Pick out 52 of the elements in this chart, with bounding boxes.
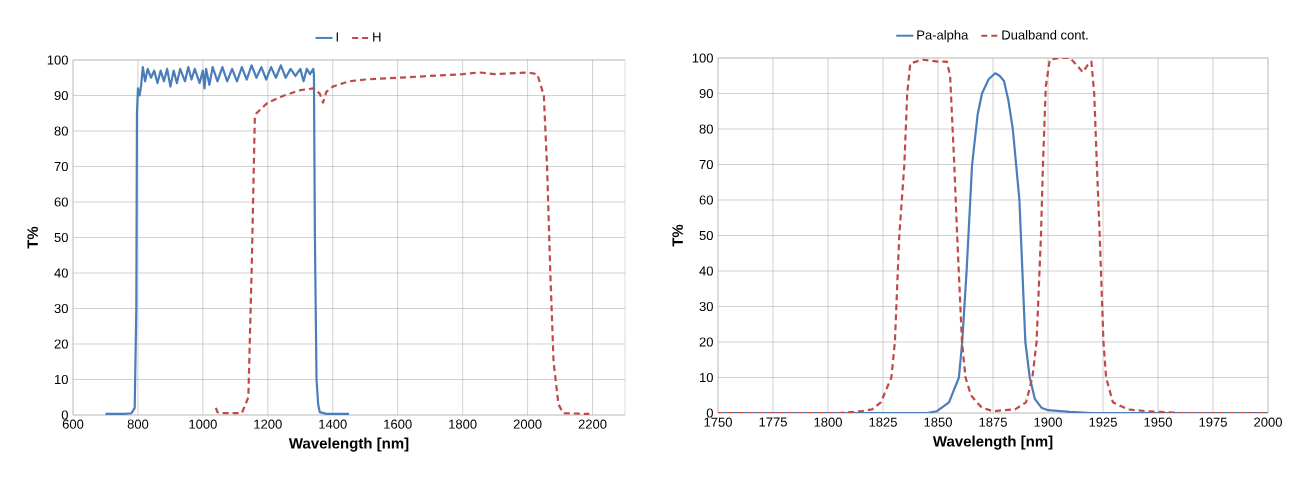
x-axis-title: Wavelength [nm] [288,437,409,452]
y-tick-label: 10 [54,374,68,385]
x-tick-label: 1900 [1034,417,1062,427]
line-series [104,64,351,415]
y-tick-label: 60 [699,195,713,205]
y-tick-label: 80 [699,124,713,134]
y-axis-title: T% [672,224,683,247]
x-tick-label: 1825 [869,417,897,427]
x-tick-label: 1875 [979,417,1007,427]
x-tick-label: 1600 [384,419,412,429]
x-tick-label: 1950 [1144,417,1172,427]
legend-label: Pa-alpha [917,30,969,43]
y-tick-label: 60 [54,197,68,207]
y-tick-label: 50 [54,232,68,243]
y-tick-label: 30 [54,303,68,314]
x-tick-label: 1400 [319,419,347,429]
x-tick-label: 1750 [704,417,732,427]
y-tick-label: 0 [61,410,68,420]
y-tick-label: 90 [699,88,713,99]
x-tick-label: 1925 [1089,417,1117,427]
y-tick-label: 90 [54,90,68,101]
x-tick-label: 2000 [513,419,542,429]
x-tick-label: 1000 [189,419,217,429]
y-tick-label: 20 [54,339,68,349]
y-tick-label: 70 [699,159,713,170]
y-tick-label: 30 [699,301,713,312]
y-tick-label: 50 [699,230,713,241]
x-axis-title: Wavelength [nm] [932,435,1053,450]
legend-label: H [373,32,381,42]
x-tick-label: 1800 [449,419,477,429]
legend-label: I [336,32,338,42]
x-tick-label: 2000 [1254,417,1282,427]
legend-label: Dualband cont. [1002,30,1088,40]
y-tick-label: 80 [54,126,68,136]
y-tick-label: 40 [699,266,713,276]
y-tick-label: 20 [699,337,713,347]
x-tick-label: 1975 [1199,417,1227,427]
x-tick-label: 1200 [254,419,282,429]
x-tick-label: 1800 [814,417,842,427]
x-tick-label: 600 [62,419,84,429]
y-tick-label: 100 [47,55,68,65]
y-tick-label: 70 [54,161,68,172]
x-tick-label: 800 [127,419,149,429]
x-tick-label: 1850 [924,417,952,427]
y-tick-label: 0 [706,408,713,418]
x-tick-label: 1775 [759,417,787,427]
x-tick-label: 2200 [578,419,607,429]
line-series [214,71,591,415]
y-tick-label: 100 [692,53,713,63]
y-axis-title: T% [27,226,38,249]
y-tick-label: 40 [54,268,68,278]
y-tick-label: 10 [700,372,713,383]
